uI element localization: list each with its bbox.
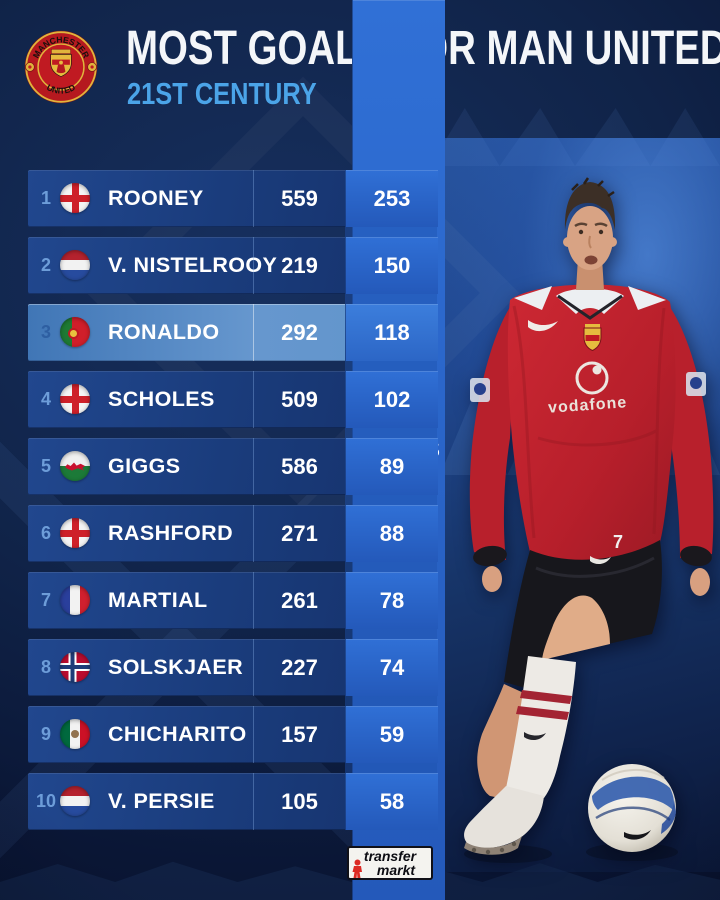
rank-number: 5 [40, 456, 51, 476]
table-row: 8 SOLSKJAER 227 74 [28, 639, 438, 696]
goals-value: 58 [379, 788, 405, 814]
sleeve-badge-emblem [690, 377, 702, 389]
rank-number: 4 [40, 389, 51, 409]
transfermarkt-line2: markt [376, 862, 416, 878]
player-name: V. PERSIE [108, 789, 215, 813]
country-flag-icon [60, 786, 90, 816]
games-value: 271 [281, 520, 318, 546]
ear [607, 237, 617, 247]
table-row: 4 SCHOLES 509 102 [28, 371, 438, 428]
country-flag-icon [60, 250, 90, 280]
transfermarkt-mascot-icon [352, 859, 362, 878]
sleeve-badge-emblem [474, 383, 486, 395]
country-flag-icon [60, 451, 90, 481]
player-name: ROONEY [108, 186, 204, 210]
player-name: RONALDO [108, 320, 220, 344]
table-row: 5 GIGGS 586 89 [28, 438, 438, 495]
rank-number: 9 [40, 724, 51, 744]
rank-number: 1 [40, 188, 51, 208]
table-row: 9 CHICHARITO 157 59 [28, 706, 438, 763]
transfermarkt-logo: transfer markt [347, 846, 433, 880]
table-row: 7 MARTIAL 261 78 [28, 572, 438, 629]
games-value: 509 [281, 386, 318, 412]
left-hand [482, 566, 502, 592]
country-flag-icon [60, 384, 90, 414]
games-value: 261 [281, 587, 318, 613]
goals-value: 74 [379, 654, 405, 680]
goals-value: 102 [373, 386, 411, 412]
games-value: 227 [281, 654, 318, 680]
table-row: 2 V. NISTELROOY 219 150 [28, 237, 438, 294]
goals-value: 150 [373, 252, 411, 278]
goals-value: 253 [373, 185, 411, 211]
goals-value: 89 [379, 453, 405, 479]
player-name: SCHOLES [108, 387, 215, 411]
player-name: RASHFORD [108, 521, 234, 545]
goals-value: 88 [379, 520, 405, 546]
player-name: GIGGS [108, 454, 181, 478]
manchester-united-crest-icon: MANCHESTER UNITED [24, 30, 98, 104]
player-photo: vodafone 7 [464, 177, 714, 863]
country-flag-icon [60, 317, 90, 347]
player-name: V. NISTELROOY [108, 253, 278, 277]
table-row: 6 RASHFORD 271 88 [28, 505, 438, 562]
player-name: SOLSKJAER [108, 655, 244, 679]
games-value: 292 [281, 319, 318, 345]
eye [578, 229, 584, 235]
country-flag-icon [60, 518, 90, 548]
games-value: 105 [281, 788, 318, 814]
table-row: 3 RONALDO 292 118 [28, 304, 438, 361]
rank-number: 10 [35, 791, 57, 811]
rank-number: 2 [40, 255, 51, 275]
rank-number: 3 [40, 322, 51, 342]
football [588, 764, 676, 852]
goals-value: 59 [379, 721, 405, 747]
right-hand [690, 568, 710, 596]
goals-value: 118 [374, 319, 410, 345]
shirt-number-text: 7 [613, 532, 623, 552]
goals-value: 78 [379, 587, 405, 613]
ear [563, 237, 573, 247]
player-name: CHICHARITO [108, 722, 247, 746]
country-flag-icon [60, 652, 90, 682]
table-row: 1 ROONEY 559 253 [28, 170, 438, 227]
country-flag-icon [60, 719, 90, 749]
mouth [584, 255, 598, 265]
rank-number: 7 [40, 590, 51, 610]
games-value: 559 [281, 185, 318, 211]
vodafone-drop [592, 365, 602, 375]
player-left-arm [469, 304, 514, 560]
games-value: 219 [281, 252, 318, 278]
rank-number: 6 [40, 523, 51, 543]
table-row: 10 V. PERSIE 105 58 [28, 773, 438, 830]
player-boot [464, 786, 544, 849]
country-flag-icon [60, 183, 90, 213]
games-value: 157 [281, 721, 318, 747]
eye [598, 229, 604, 235]
rank-number: 8 [40, 657, 51, 677]
player-name: MARTIAL [108, 588, 208, 612]
country-flag-icon [60, 585, 90, 615]
games-value: 586 [281, 453, 318, 479]
